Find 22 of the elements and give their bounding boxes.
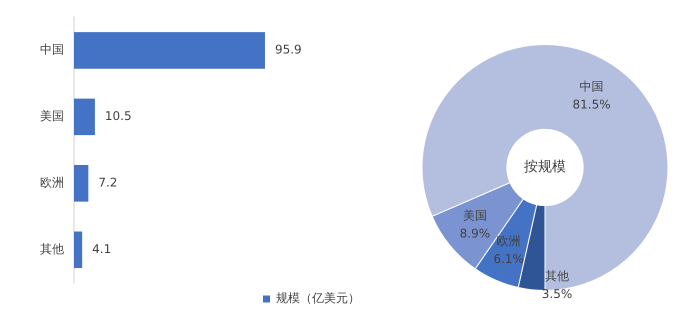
bar (74, 32, 265, 69)
bar (74, 232, 82, 268)
slice-label: 欧洲 (496, 234, 521, 248)
data-label: 6.1% (493, 252, 524, 266)
data-label: 81.5% (572, 98, 611, 112)
text: 按规模 (524, 159, 566, 176)
y-tick-label: 中国 (40, 42, 64, 57)
y-tick-label: 其他 (40, 242, 64, 256)
bar (74, 98, 95, 136)
y-tick-label: 欧洲 (40, 175, 64, 190)
slice-label: 中国 (580, 80, 604, 94)
legend-label: 规模（亿美元） (276, 291, 360, 306)
data-label: 8.9% (460, 226, 490, 240)
bar (74, 165, 88, 202)
data-label: 95.9 (274, 42, 302, 57)
y-tick-label: 美国 (40, 109, 64, 123)
data-label: 10.5 (104, 109, 132, 123)
data-label: 4.1 (92, 242, 112, 256)
slice-label: 美国 (462, 208, 487, 222)
data-label: 3.5% (542, 286, 572, 301)
data-label: 7.2 (98, 175, 118, 190)
slice-label: 其他 (545, 268, 570, 283)
